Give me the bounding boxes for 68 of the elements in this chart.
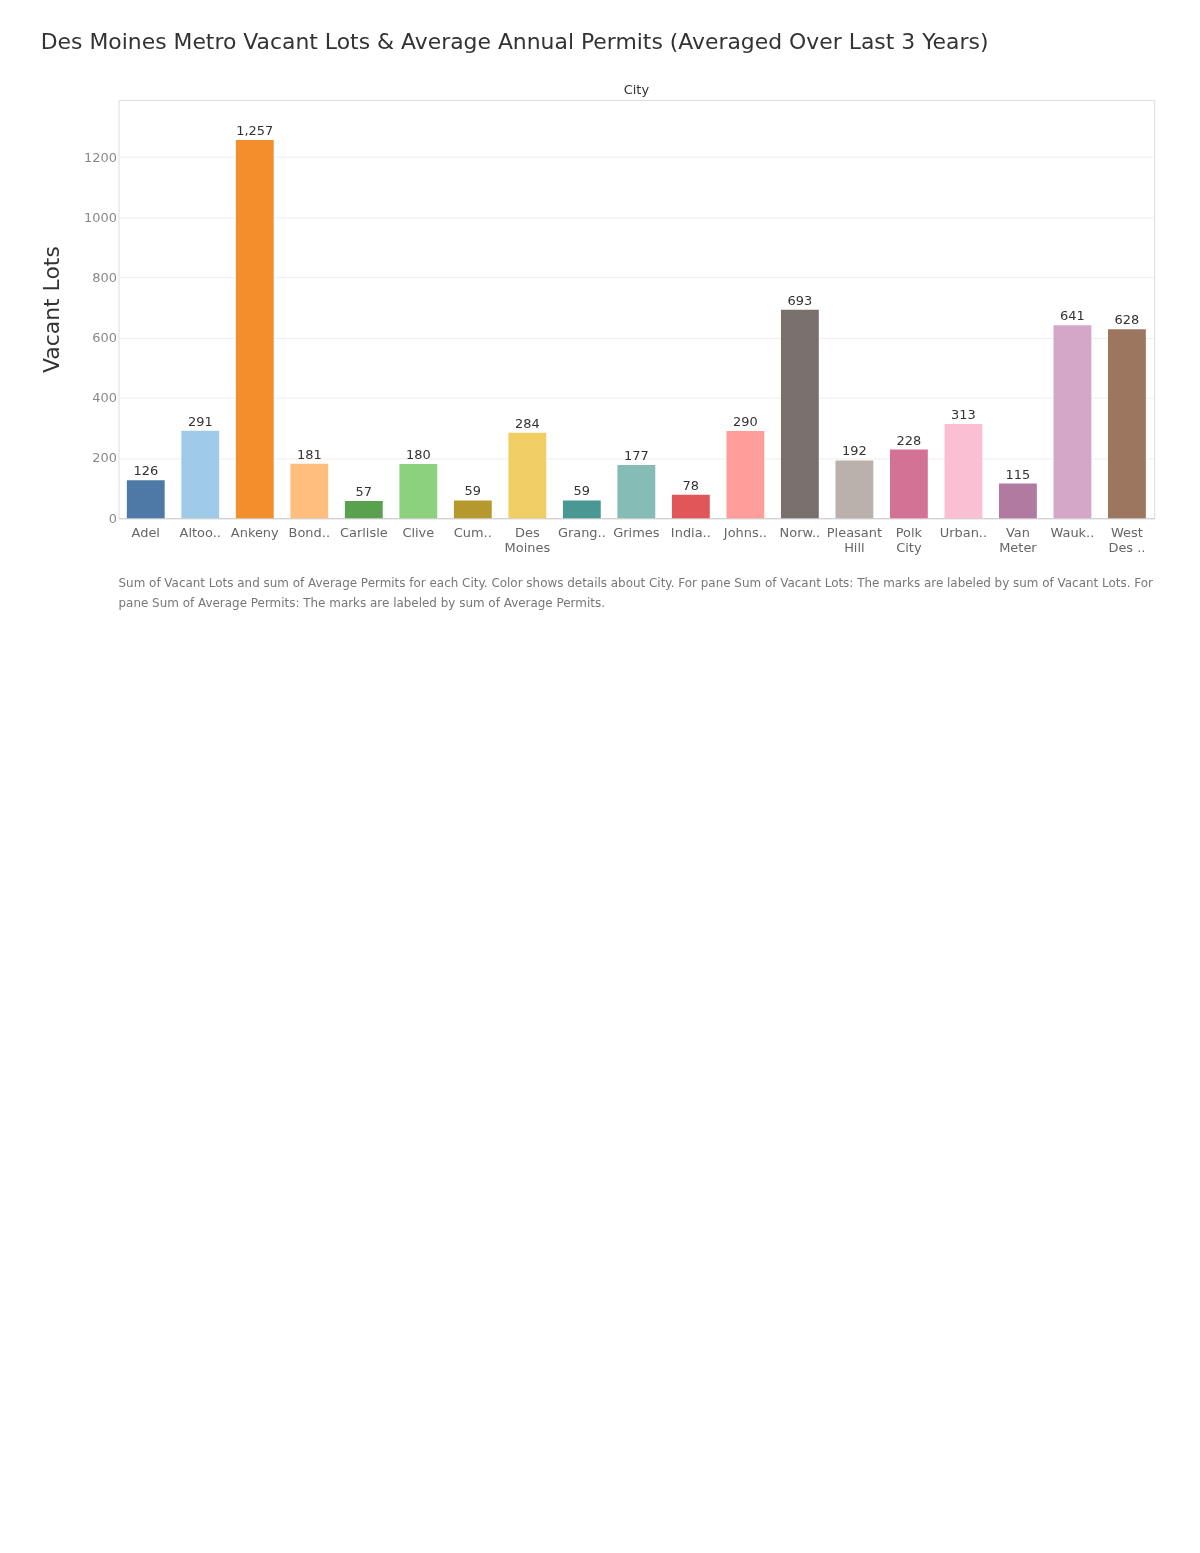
bar [290, 463, 329, 519]
x-tick-label: India.. [670, 524, 711, 540]
bar [835, 460, 874, 519]
bar [508, 432, 547, 519]
x-tick-label: Altoo.. [179, 524, 221, 540]
y-tick-label: 600 [92, 330, 118, 346]
x-tick-label: Van Meter [999, 524, 1038, 555]
x-tick-label: Norw.. [779, 524, 821, 540]
data-label: 57 [355, 484, 373, 500]
bar [235, 139, 274, 519]
data-label: 693 [787, 292, 813, 308]
x-tick-label: Bond.. [288, 524, 331, 540]
data-label: 313 [951, 407, 976, 423]
data-label: 78 [682, 477, 700, 493]
x-tick-label: Pleasant Hill [826, 524, 882, 555]
bar [1108, 329, 1146, 519]
x-tick-label: Grimes [613, 524, 660, 540]
y-tick-label: 800 [92, 269, 118, 285]
data-label: 290 [733, 413, 758, 429]
data-label: 181 [296, 446, 322, 462]
bar [181, 430, 220, 519]
x-tick-label: Des Moines [504, 524, 551, 555]
data-label: 180 [405, 447, 431, 463]
data-label: 115 [1005, 466, 1031, 482]
y-tick-label: 200 [92, 450, 118, 466]
bar [671, 494, 710, 519]
x-tick-label: Clive [402, 524, 435, 540]
x-tick-label: Urban.. [939, 524, 988, 540]
y-axis-title: Vacant Lots [39, 246, 65, 373]
x-axis-title: City [623, 81, 650, 97]
y-tick-label: 400 [92, 390, 118, 406]
bar [780, 309, 819, 519]
data-label: 641 [1060, 308, 1085, 324]
data-label: 628 [1114, 312, 1140, 328]
bar [399, 464, 438, 519]
x-tick-label: Johns.. [722, 524, 767, 540]
data-label: 291 [187, 413, 213, 429]
data-label: 228 [896, 432, 922, 448]
data-label: 59 [573, 483, 591, 499]
bar [944, 424, 983, 519]
y-tick-label: 0 [108, 510, 118, 526]
bar [1053, 325, 1092, 519]
bar [453, 500, 492, 519]
y-tick-label: 1200 [84, 149, 118, 165]
bar [726, 430, 765, 519]
data-label: 177 [624, 447, 649, 463]
bar [344, 501, 383, 519]
x-tick-label: West Des .. [1108, 524, 1146, 555]
bar [126, 480, 165, 519]
bar [999, 483, 1037, 519]
data-label: 126 [133, 463, 159, 479]
data-label: 284 [514, 415, 540, 431]
y-tick-label: 1000 [84, 209, 118, 225]
bar [889, 449, 928, 519]
x-tick-label: Ankeny [230, 524, 280, 540]
chart-title: Des Moines Metro Vacant Lots & Average Annual Permits (Averaged Over Last 3 Years) [40, 29, 989, 55]
x-tick-label: Adel [131, 524, 160, 540]
x-tick-label: Cum.. [453, 524, 492, 540]
bar [617, 464, 656, 519]
x-tick-label: Polk City [895, 524, 923, 555]
data-label: 192 [842, 443, 867, 459]
x-tick-label: Wauk.. [1050, 524, 1095, 540]
bar [562, 500, 601, 519]
data-label: 1,257 [236, 122, 274, 138]
x-tick-label: Grang.. [557, 524, 606, 540]
x-tick-label: Carlisle [339, 524, 388, 540]
data-label: 59 [464, 483, 482, 499]
text: Sum of Vacant Lots and sum of Average Permits for each City. Color shows details about City. For pane Sum of Vacant Lots: The marks are labeled by sum of Vacant Lots. For pane Sum of Average Permits: The marks are labeled by sum of Average Permits. [118, 575, 1154, 610]
